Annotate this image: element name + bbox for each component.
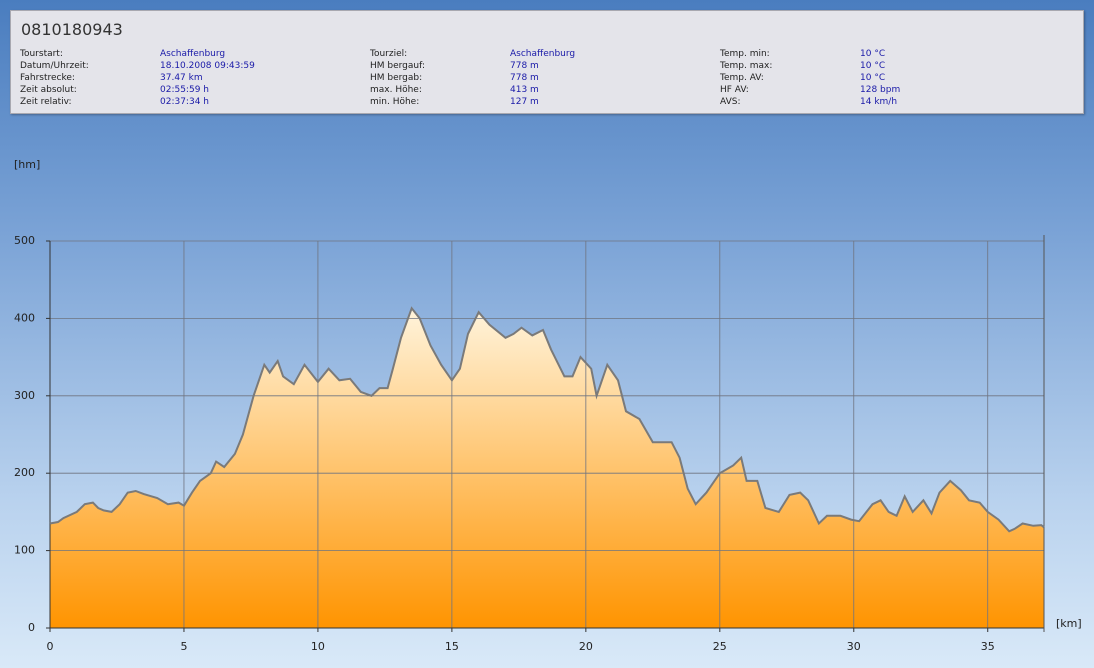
info-label: AVS: [720,97,741,107]
y-tick-label: 0 [28,621,35,634]
y-tick-label: 400 [14,311,35,324]
info-label: Temp. min: [720,49,770,59]
x-tick-label: 5 [180,640,187,653]
info-label: HM bergab: [370,73,423,83]
info-value: 14 km/h [860,97,898,107]
info-label: Temp. AV: [720,73,764,83]
info-value: 10 °C [860,61,886,71]
info-value: 778 m [510,73,539,83]
x-tick-label: 25 [713,640,727,653]
y-tick-label: 500 [14,234,35,247]
x-tick-label: 35 [981,640,995,653]
info-label: max. Höhe: [370,85,422,95]
info-value: 413 m [510,85,539,95]
info-label: min. Höhe: [370,97,420,107]
x-tick-label: 20 [579,640,593,653]
y-axis-label: [hm] [14,158,40,171]
info-value: Aschaffenburg [160,49,226,59]
x-tick-label: 10 [311,640,325,653]
x-tick-label: 30 [847,640,861,653]
elevation-line [49,306,1045,533]
info-label: Temp. max: [720,61,773,71]
y-tick-label: 200 [14,466,35,479]
info-label: Datum/Uhrzeit: [20,61,89,71]
info-value: 37.47 km [160,73,203,83]
info-value: 128 bpm [860,85,901,95]
area-fill [50,308,1044,628]
info-label: Tourziel: [370,49,408,59]
info-value: 02:55:59 h [160,85,209,95]
info-value: 02:37:34 h [160,97,209,107]
tour-title: 0810180943 [21,20,123,39]
info-label: Zeit absolut: [20,85,77,95]
x-tick-label: 0 [47,640,54,653]
info-label: Tourstart: [20,49,63,59]
info-panel: 0810180943 Tourstart: Aschaffenburg Datum/… [10,10,1084,114]
info-value: 127 m [510,97,539,107]
info-value: 10 °C [860,49,886,59]
info-label: HF AV: [720,85,749,95]
info-label: HM bergauf: [370,61,425,71]
y-tick-label: 100 [14,544,35,557]
info-label: Fahrstrecke: [20,73,75,83]
info-value: 778 m [510,61,539,71]
x-axis-label: [km] [1056,617,1082,630]
info-label: Zeit relativ: [20,97,72,107]
info-value: 10 °C [860,73,886,83]
y-tick-label: 300 [14,389,35,402]
info-value: 18.10.2008 09:43:59 [160,61,255,71]
x-tick-label: 15 [445,640,459,653]
info-value: Aschaffenburg [510,49,576,59]
